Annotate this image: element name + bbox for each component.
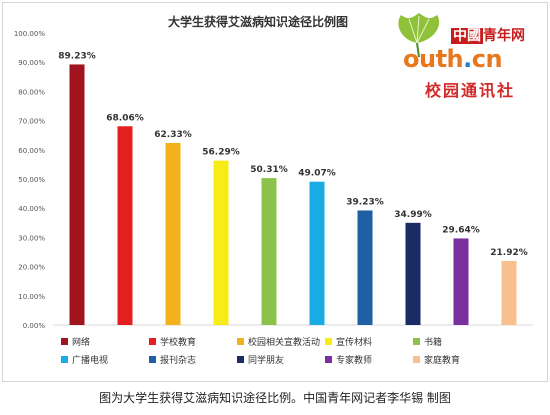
- y-tick-label: 40.00%: [18, 205, 45, 213]
- bar: [501, 260, 517, 325]
- y-tick-label: 10.00%: [18, 293, 45, 301]
- bar-value-label: 49.07%: [298, 169, 336, 179]
- legend-label: 报刊杂志: [160, 356, 197, 366]
- bar: [213, 160, 229, 325]
- bar-value-label: 50.31%: [250, 165, 288, 175]
- brand-site-text: outh.cn: [403, 45, 503, 73]
- legend-item: 报刊杂志: [149, 353, 196, 366]
- legend-swatch: [325, 356, 332, 363]
- legend-item: 校园相关宣教活动: [237, 335, 320, 348]
- legend-label: 校园相关宣教活动: [248, 338, 321, 348]
- bar-value-label: 21.92%: [490, 248, 528, 258]
- legend-item: 专家教师: [325, 353, 372, 366]
- legend-swatch: [325, 338, 332, 345]
- y-tick-label: 70.00%: [18, 118, 45, 126]
- youth-cn-logo: 中國 青年网 outh.cn 校园通讯社: [395, 9, 545, 105]
- gingko-leaf-icon: [398, 13, 440, 58]
- legend-item: 同学朋友: [237, 353, 284, 366]
- brand-subtitle: 校园通讯社: [425, 81, 516, 100]
- bar-value-label: 89.23%: [58, 51, 96, 61]
- bar: [357, 210, 373, 325]
- image-caption: 图为大学生获得艾滋病知识途径比例。中国青年网记者李华锡 制图: [99, 391, 451, 405]
- legend-swatch: [61, 338, 68, 345]
- y-tick-label: 80.00%: [18, 88, 45, 96]
- legend-item: 广播电视: [61, 353, 108, 366]
- legend-label: 广播电视: [72, 356, 109, 366]
- bar: [69, 64, 85, 325]
- y-tick-label: 100.00%: [14, 30, 45, 38]
- legend-label: 同学朋友: [248, 356, 285, 366]
- legend-item: 网络: [61, 335, 90, 348]
- legend-swatch: [237, 356, 244, 363]
- legend-swatch: [149, 356, 156, 363]
- legend-label: 学校教育: [160, 338, 197, 348]
- legend-label: 专家教师: [336, 356, 373, 366]
- legend-swatch: [149, 338, 156, 345]
- legend-label: 宣传材料: [336, 338, 373, 348]
- legend-item: 家庭教育: [413, 353, 460, 366]
- chart-frame: 0.00% 10.00% 20.00% 30.00% 40.00% 50.00% 60.00…: [2, 2, 548, 382]
- y-tick-label: 0.00%: [23, 322, 46, 330]
- bar: [261, 178, 277, 325]
- bar-value-label: 56.29%: [202, 148, 240, 158]
- legend-label: 书籍: [424, 338, 443, 348]
- legend-swatch: [413, 356, 420, 363]
- y-tick-label: 30.00%: [18, 234, 45, 242]
- bar: [165, 142, 181, 325]
- bar-chart: 0.00% 10.00% 20.00% 30.00% 40.00% 50.00% 60.00…: [14, 30, 533, 330]
- legend-label: 网络: [72, 338, 91, 348]
- bar: [117, 126, 133, 325]
- bar: [453, 238, 469, 325]
- bar-value-label: 39.23%: [346, 197, 384, 207]
- chart-title: 大学生获得艾滋病知识途径比例图: [167, 15, 348, 29]
- legend-item: 宣传材料: [325, 335, 372, 348]
- legend-swatch: [61, 356, 68, 363]
- bar: [405, 222, 421, 325]
- legend-label: 家庭教育: [424, 356, 461, 366]
- y-tick-label: 50.00%: [18, 176, 45, 184]
- bar: [309, 181, 325, 325]
- bar-value-label: 68.06%: [106, 113, 144, 123]
- brand-cn-text: 中國 青年网: [451, 28, 525, 44]
- y-tick-label: 20.00%: [18, 264, 45, 272]
- bar-value-label: 29.64%: [442, 225, 480, 235]
- legend-item: 学校教育: [149, 335, 196, 348]
- bar-value-label: 34.99%: [394, 210, 432, 220]
- bar-value-label: 62.33%: [154, 130, 192, 140]
- legend-item: 书籍: [413, 335, 442, 348]
- legend-swatch: [237, 338, 244, 345]
- legend-swatch: [413, 338, 420, 345]
- y-tick-label: 90.00%: [18, 59, 45, 67]
- y-tick-label: 60.00%: [18, 147, 45, 155]
